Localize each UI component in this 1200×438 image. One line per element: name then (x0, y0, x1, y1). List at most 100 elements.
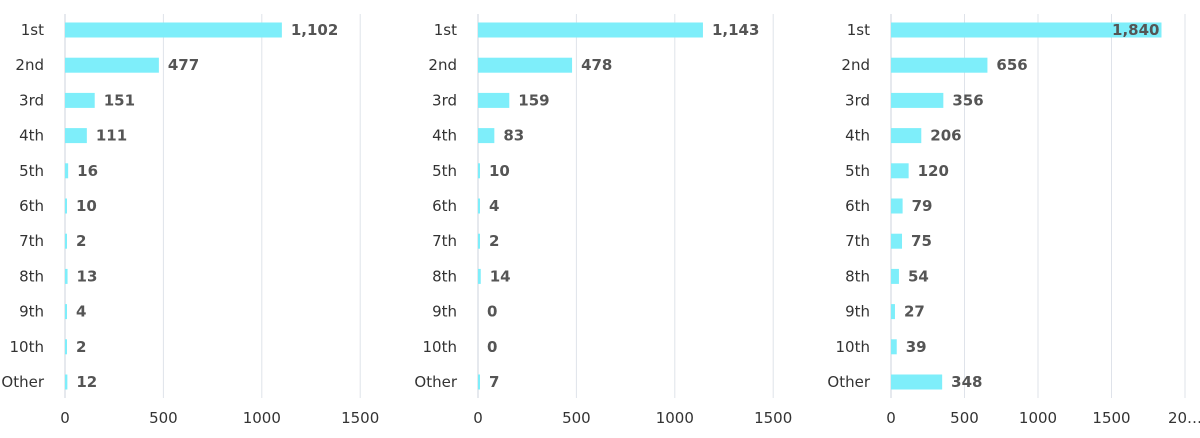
data-label: 27 (904, 303, 925, 321)
category-label: 4th (432, 127, 457, 145)
category-label: 7th (845, 232, 870, 250)
x-tick-label: 0 (60, 409, 70, 427)
category-label: 3rd (19, 91, 44, 109)
chart-1: 0 500 1000 1500 1st 1,102 2nd 477 3rd 151 4th 111 5t… (1, 14, 379, 427)
data-label: 14 (490, 267, 511, 285)
bar[interactable] (891, 339, 897, 355)
bar[interactable] (65, 57, 159, 73)
data-label: 83 (503, 127, 524, 145)
bar[interactable] (478, 374, 480, 390)
category-label: 10th (423, 338, 457, 356)
bar[interactable] (65, 339, 67, 355)
bar[interactable] (891, 198, 903, 214)
bar[interactable] (891, 268, 899, 284)
x-tick-label: 500 (149, 409, 178, 427)
category-label: 9th (432, 303, 457, 321)
data-label: 13 (77, 267, 98, 285)
bar[interactable] (65, 163, 69, 179)
category-label: 9th (845, 303, 870, 321)
x-tick-label: 500 (950, 409, 979, 427)
bar[interactable] (478, 57, 573, 73)
bar[interactable] (891, 22, 1162, 38)
x-tick-label: 20… (1168, 409, 1200, 427)
category-label: 1st (21, 21, 44, 39)
category-label: Other (1, 373, 44, 391)
bar[interactable] (478, 128, 495, 144)
bar[interactable] (891, 374, 943, 390)
data-label: 656 (996, 56, 1027, 74)
data-label: 151 (104, 91, 135, 109)
bar[interactable] (891, 128, 922, 144)
data-label: 4 (489, 197, 499, 215)
category-label: 9th (19, 303, 44, 321)
category-label: 5th (432, 162, 457, 180)
bar[interactable] (478, 198, 480, 214)
bar[interactable] (65, 22, 282, 38)
data-label: 356 (952, 91, 983, 109)
data-label: 477 (168, 56, 199, 74)
bar[interactable] (65, 92, 95, 108)
data-label: 75 (911, 232, 932, 250)
bar[interactable] (65, 374, 68, 390)
category-label: 4th (19, 127, 44, 145)
x-tick-label: 1000 (243, 409, 281, 427)
bar[interactable] (65, 268, 68, 284)
data-label: 39 (906, 338, 927, 356)
x-tick-label: 1500 (1092, 409, 1130, 427)
data-label: 2 (489, 232, 499, 250)
data-label: 0 (487, 303, 497, 321)
category-label: 8th (432, 267, 457, 285)
data-label: 0 (487, 338, 497, 356)
data-label: 1,143 (712, 21, 759, 39)
x-tick-label: 0 (473, 409, 483, 427)
category-label: 5th (845, 162, 870, 180)
bar[interactable] (891, 92, 944, 108)
category-label: 2nd (428, 56, 457, 74)
category-label: 8th (845, 267, 870, 285)
category-label: 3rd (845, 91, 870, 109)
data-label: 478 (581, 56, 612, 74)
category-label: 4th (845, 127, 870, 145)
bar[interactable] (478, 92, 510, 108)
category-label: 6th (19, 197, 44, 215)
bar[interactable] (65, 128, 87, 144)
data-label: 1,840 (1112, 21, 1159, 39)
category-label: 10th (836, 338, 870, 356)
data-label: 10 (76, 197, 97, 215)
data-label: 4 (76, 303, 86, 321)
data-label: 159 (518, 91, 549, 109)
data-label: 16 (77, 162, 98, 180)
bar[interactable] (891, 57, 988, 73)
data-label: 111 (96, 127, 127, 145)
data-label: 7 (489, 373, 499, 391)
bar[interactable] (478, 233, 480, 249)
bar[interactable] (65, 198, 67, 214)
data-label: 348 (951, 373, 982, 391)
category-label: 6th (432, 197, 457, 215)
bar[interactable] (65, 233, 67, 249)
x-tick-label: 1500 (341, 409, 379, 427)
bar[interactable] (891, 233, 903, 249)
bar[interactable] (891, 163, 909, 179)
bar[interactable] (478, 163, 480, 179)
category-label: Other (827, 373, 870, 391)
bar[interactable] (891, 304, 895, 320)
category-label: 3rd (432, 91, 457, 109)
data-label: 12 (76, 373, 97, 391)
bar[interactable] (478, 22, 703, 38)
data-label: 120 (918, 162, 949, 180)
bar[interactable] (65, 304, 67, 320)
category-label: Other (414, 373, 457, 391)
category-label: 7th (432, 232, 457, 250)
data-label: 2 (76, 338, 86, 356)
data-label: 2 (76, 232, 86, 250)
category-label: 1st (847, 21, 870, 39)
data-label: 10 (489, 162, 510, 180)
chart-3: 0 500 1000 1500 20… 1st 1,840 2nd 656 3rd 356 4th 20… (827, 14, 1200, 427)
x-tick-label: 1000 (1019, 409, 1057, 427)
category-label: 2nd (841, 56, 870, 74)
bar[interactable] (478, 268, 481, 284)
